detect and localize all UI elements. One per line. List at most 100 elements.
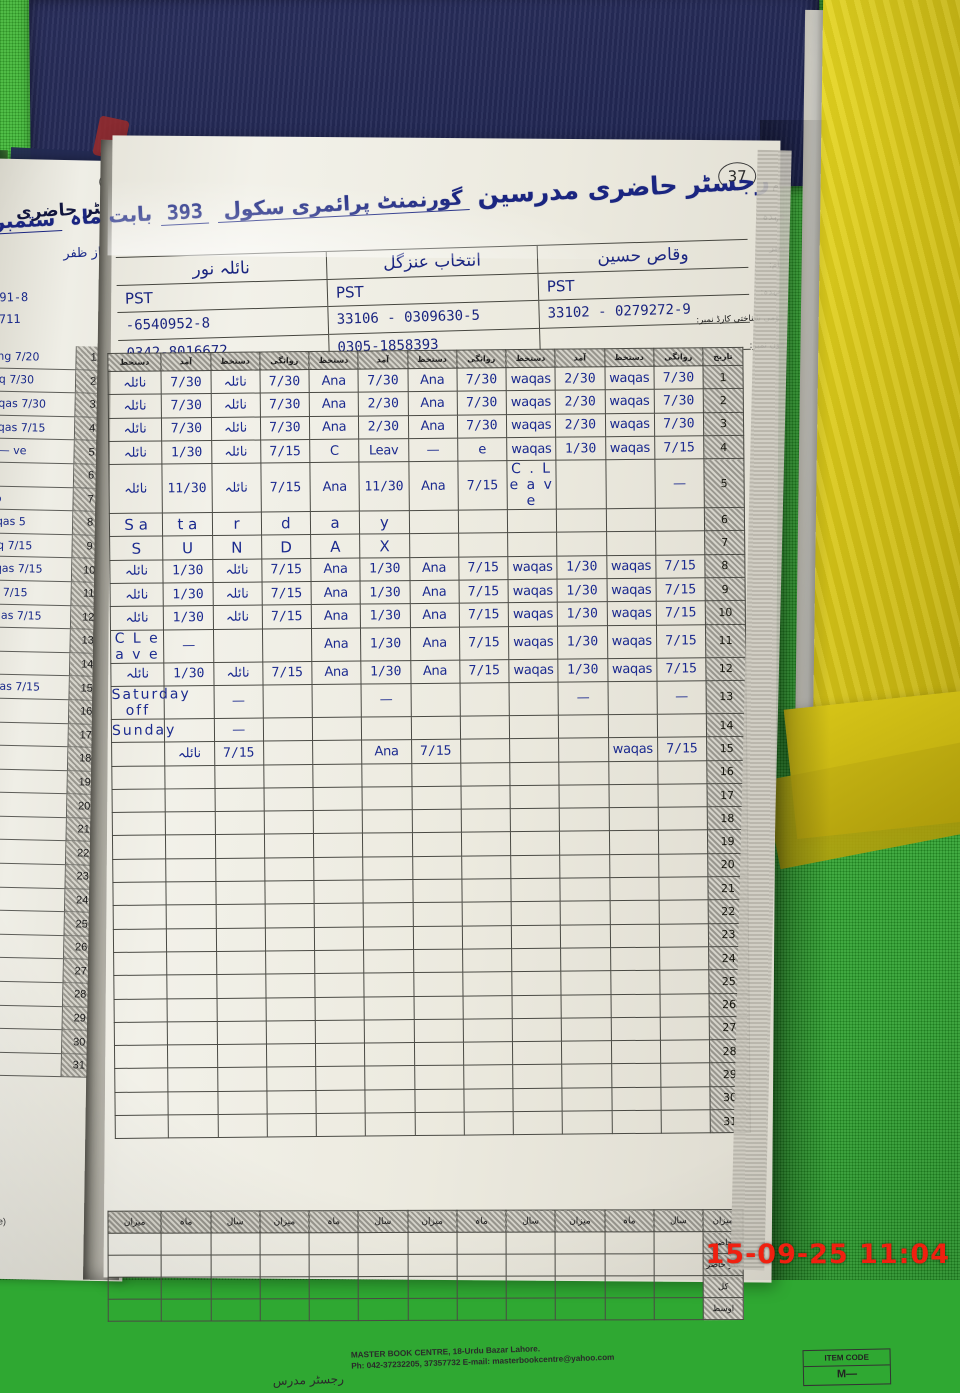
attendance-cell [559, 784, 609, 809]
attendance-cell [263, 810, 314, 835]
attendance-cell [511, 901, 561, 926]
summary-cell [108, 1255, 162, 1278]
attendance-cell [166, 904, 216, 929]
summary-cell [407, 1254, 457, 1277]
attendance-cell: 1/30 [360, 603, 410, 628]
attendance-cell: waqas [604, 412, 655, 437]
summary-cell: سال [653, 1209, 704, 1232]
attendance-cell: 7/15 [457, 460, 508, 511]
attendance-cell: 1/30 [360, 557, 410, 582]
attendance-cell [610, 1040, 661, 1065]
attendance-cell [611, 1110, 662, 1134]
attendance-cell: 7/15 [458, 579, 509, 604]
attendance-cell [113, 951, 168, 976]
summary-cell [653, 1275, 704, 1298]
attendance-cell [560, 947, 611, 972]
summary-row: میزان ماہ سال میزان ماہ سال میزان ماہ سال میزان ما… [107, 1209, 744, 1234]
summary-cell [604, 1231, 654, 1254]
attendance-cell [165, 765, 215, 789]
attendance-cell: Ana [310, 557, 361, 582]
attendance-cell: waqas [608, 737, 658, 762]
attendance-cell [509, 761, 560, 786]
left-cell-signature [0, 768, 68, 794]
attendance-cell: 7/15 [655, 577, 706, 602]
attendance-cell [510, 831, 560, 856]
summary-cell [456, 1298, 507, 1321]
attendance-cell: 7/15 [261, 581, 312, 606]
item-code-label: ITEM CODE [803, 1349, 890, 1368]
summary-cell: ماہ [308, 1210, 359, 1233]
row-number: 13 [706, 680, 747, 714]
attendance-col-header-4: دستخط [308, 351, 359, 370]
summary-row: کل [108, 1275, 744, 1300]
summary-cell [506, 1276, 556, 1299]
attendance-cell: waqas [505, 367, 556, 391]
summary-cell: میزان [107, 1211, 162, 1234]
summary-cell [210, 1276, 260, 1299]
row-number: 5 [703, 458, 745, 508]
attendance-cell [512, 994, 562, 1019]
attendance-cell: 1/30 [557, 555, 607, 580]
attendance-cell [463, 1111, 514, 1136]
attendance-cell [556, 508, 607, 533]
attendance-cell [363, 949, 414, 974]
attendance-cell: Ana [409, 603, 460, 628]
attendance-cell [512, 1064, 563, 1089]
summary-cell [604, 1275, 654, 1298]
row-number: 8 [704, 554, 746, 578]
attendance-cell [658, 830, 708, 854]
summary-cell [210, 1298, 261, 1321]
row-number: 1 [702, 365, 744, 390]
attendance-cell [562, 1087, 612, 1112]
summary-cell [309, 1298, 359, 1321]
attendance-col-header-1: آمد [161, 352, 211, 371]
attendance-cell: — [361, 683, 411, 718]
attendance-cell [462, 948, 512, 973]
attendance-cell [659, 969, 710, 994]
attendance-cell [361, 716, 412, 741]
attendance-cell [509, 715, 559, 739]
row-number: 11 [705, 624, 746, 658]
attendance-col-header-2: دستخط [210, 352, 260, 371]
left-cell-signature [0, 1004, 63, 1030]
attendance-cell: Ana [407, 368, 457, 392]
attendance-cell [461, 832, 511, 856]
attendance-col-header-5: آمد [358, 350, 408, 370]
left-cell-signature: waqas 7/15 [0, 415, 76, 440]
left-cell-signature: maq 7/15 [0, 533, 73, 558]
attendance-cell [607, 681, 658, 715]
attendance-cell [414, 1088, 464, 1113]
attendance-cell [112, 835, 166, 860]
attendance-cell [409, 533, 459, 558]
summary-cell [309, 1254, 359, 1277]
teacher-column-3: نائلہ نور PST -6540952-8 0342-8016672 [115, 251, 329, 368]
attendance-cell: 7/30 [259, 369, 310, 394]
left-cell-signature: waqas 7/30 [0, 391, 76, 417]
attendance-cell: Ana [311, 581, 361, 605]
attendance-cell [411, 785, 461, 810]
attendance-cell [559, 807, 609, 832]
attendance-cell: 7/15 [655, 601, 706, 625]
attendance-cell: Ana [407, 391, 458, 416]
attendance-cell [610, 947, 660, 971]
summary-cell [604, 1253, 654, 1276]
attendance-cell [166, 928, 217, 952]
attendance-cell: 7/30 [161, 393, 211, 418]
attendance-cell: 7/30 [456, 390, 507, 415]
attendance-cell: 7/30 [653, 365, 704, 390]
attendance-col-header-9: آمد [555, 348, 605, 368]
attendance-cell [166, 881, 216, 906]
attendance-cell [216, 997, 266, 1022]
attendance-cell [362, 786, 412, 811]
summary-row-label: کل [703, 1275, 744, 1298]
summary-table-wrapper: میزان ماہ سال میزان ماہ سال میزان ماہ سال میزان ما… [107, 1209, 744, 1322]
attendance-cell: 7/15 [262, 604, 312, 629]
attendance-cell [509, 738, 560, 763]
table-row: نائلہ 11/30 نائلہ 7/15 Ana 11/30 Ana 7/15 C . L … [108, 458, 745, 514]
attendance-cell: 7/15 [458, 556, 509, 581]
attendance-cell: Ana [311, 660, 362, 685]
attendance-cell [561, 970, 611, 995]
attendance-cell: waqas [507, 555, 558, 580]
attendance-cell [362, 763, 412, 787]
attendance-cell [212, 628, 263, 663]
